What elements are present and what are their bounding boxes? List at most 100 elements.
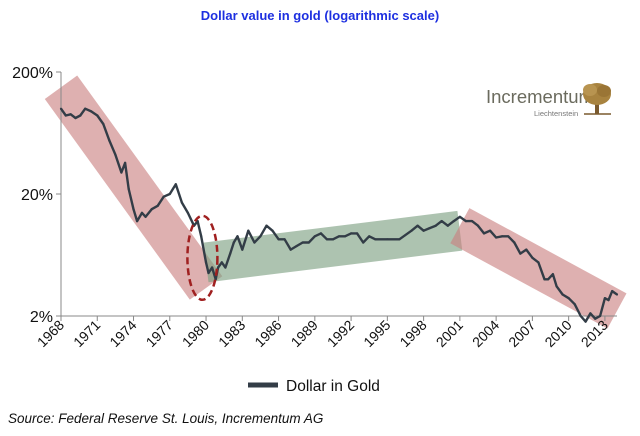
data-point [289, 248, 292, 251]
x-tick-label: 1995 [360, 317, 393, 350]
data-point [265, 224, 268, 227]
data-point [124, 161, 127, 164]
data-point [307, 241, 310, 244]
data-point [356, 232, 359, 235]
data-point [102, 122, 105, 126]
data-point [186, 211, 189, 214]
data-point [127, 187, 130, 191]
source-note: Source: Federal Reserve St. Louis, Incre… [8, 411, 324, 426]
downtrend-band-2 [450, 208, 627, 329]
data-point [277, 238, 280, 241]
highlight-layer [186, 214, 219, 302]
data-point [531, 256, 534, 259]
trend-bands [44, 75, 627, 329]
data-point [74, 116, 77, 120]
data-point [319, 232, 322, 235]
data-point [162, 195, 165, 198]
data-point [458, 215, 461, 218]
data-point [150, 208, 153, 211]
data-point [519, 252, 522, 255]
data-point [584, 320, 587, 323]
x-tick-label: 1974 [106, 317, 139, 350]
data-point [168, 192, 171, 196]
data-point [547, 278, 550, 281]
data-point [594, 317, 597, 320]
data-point [589, 312, 592, 315]
data-point [428, 227, 431, 230]
data-point [236, 235, 239, 238]
data-point [615, 293, 619, 296]
data-point [555, 285, 558, 288]
x-tick-label: 1998 [396, 317, 429, 350]
data-point [603, 297, 607, 300]
x-tick-label: 1989 [288, 317, 321, 350]
data-point [96, 114, 99, 117]
data-point [440, 220, 443, 223]
data-point [259, 235, 262, 238]
incrementum-logo: Incrementum Liechtenstein [486, 83, 611, 118]
data-point [220, 261, 223, 264]
data-point [476, 224, 480, 227]
x-tick-label: 1980 [179, 317, 212, 350]
data-point [599, 314, 602, 318]
data-point [180, 201, 183, 204]
data-point [200, 235, 203, 238]
data-point [204, 261, 208, 264]
data-point [196, 220, 199, 223]
x-ticks: 1968 1971 1974 1977 1980 1983 1986 1989 1992 1995… [34, 316, 611, 350]
data-point [132, 208, 135, 211]
series-layer [59, 107, 619, 323]
y-tick-label: 20% [21, 187, 53, 204]
x-tick-label: 1986 [251, 317, 284, 350]
data-point [374, 238, 377, 241]
data-point [489, 229, 492, 232]
data-point [211, 266, 214, 269]
data-point [567, 297, 570, 300]
legend-label: Dollar in Gold [286, 378, 380, 395]
data-point [331, 238, 335, 241]
data-point [434, 224, 437, 227]
logo-name: Incrementum [486, 86, 594, 107]
data-point [537, 261, 540, 264]
data-point [507, 235, 510, 238]
data-point [607, 299, 610, 302]
data-point [350, 232, 353, 235]
data-point [156, 204, 159, 207]
data-point [551, 273, 555, 276]
data-point [446, 224, 449, 227]
data-point [59, 107, 63, 110]
data-point [470, 220, 474, 223]
data-point [398, 238, 401, 241]
data-point [386, 238, 389, 241]
data-point [207, 271, 210, 275]
uptrend-band-1 [203, 210, 463, 283]
tree-icon [583, 83, 611, 115]
y-tick-label: 200% [12, 65, 53, 82]
data-point [416, 224, 419, 227]
data-point [140, 211, 144, 214]
data-point [136, 220, 139, 223]
data-point [241, 248, 244, 251]
series-line-dollar-in-gold [60, 107, 618, 323]
data-point [174, 183, 177, 186]
data-point [325, 238, 328, 241]
data-point [114, 153, 117, 156]
data-point [495, 236, 498, 239]
x-tick-label: 1983 [215, 317, 248, 350]
y-tick-label: 2% [30, 309, 53, 326]
data-point [214, 278, 217, 281]
data-point [301, 241, 304, 244]
data-point [452, 220, 455, 223]
data-point [422, 229, 425, 232]
data-point [283, 238, 286, 241]
data-point [79, 114, 82, 117]
data-point [229, 252, 232, 255]
data-point [90, 110, 93, 113]
data-point [108, 139, 111, 142]
chart-title: Dollar value in gold (logarithmic scale) [200, 8, 440, 23]
data-point [513, 241, 516, 244]
data-point [611, 290, 614, 293]
data-point [362, 241, 365, 244]
data-point [573, 303, 576, 306]
